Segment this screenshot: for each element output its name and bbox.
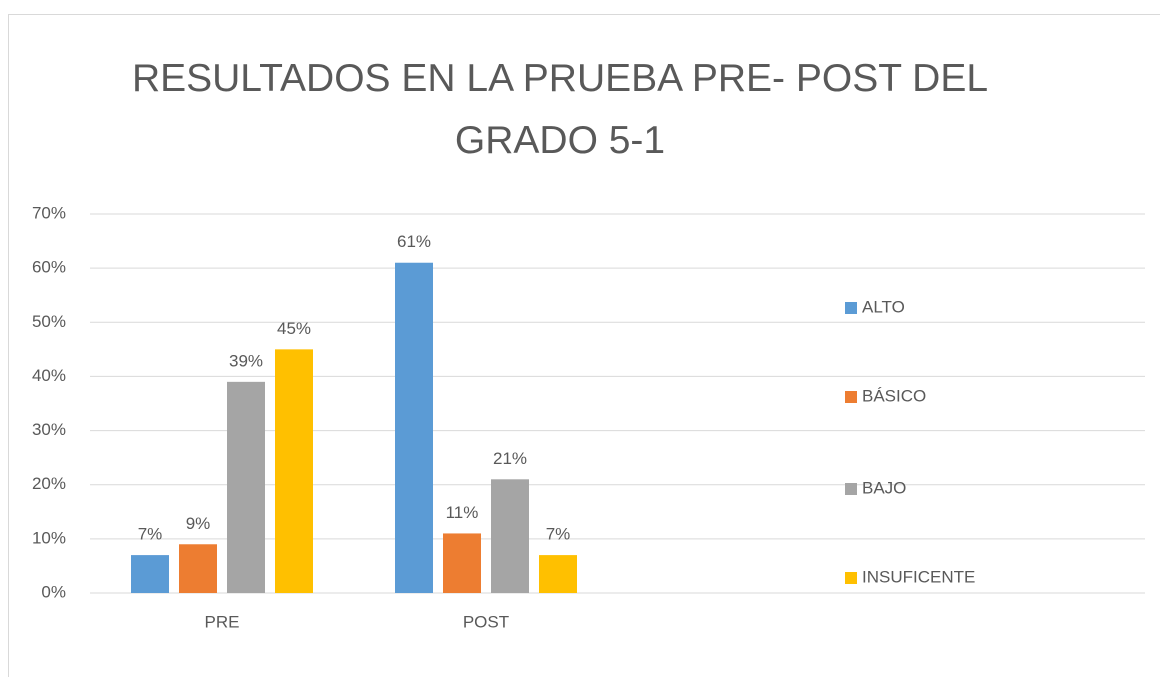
y-tick-label: 40%: [32, 366, 66, 385]
value-label: 11%: [446, 503, 479, 522]
value-label: 45%: [277, 319, 311, 338]
y-tick-label: 70%: [32, 203, 66, 222]
legend-label: ALTO: [862, 297, 905, 316]
legend-swatch: [845, 302, 857, 314]
y-tick-label: 10%: [32, 528, 66, 547]
legend-label: BÁSICO: [862, 386, 926, 405]
y-tick-label: 20%: [32, 474, 66, 493]
value-label: 21%: [493, 449, 527, 468]
legend-label: INSUFICENTE: [862, 567, 975, 586]
bar: [491, 479, 529, 593]
legend-swatch: [845, 391, 857, 403]
y-tick-label: 0%: [41, 582, 66, 601]
legend-swatch: [845, 483, 857, 495]
bar: [227, 381, 265, 593]
chart-title: RESULTADOS EN LA PRUEBA PRE- POST DEL GR…: [131, 57, 989, 162]
value-label: 9%: [186, 514, 211, 533]
bar: [395, 262, 433, 593]
bar: [275, 349, 313, 593]
y-tick-label: 30%: [32, 420, 66, 439]
value-label: 7%: [546, 525, 571, 544]
legend-label: BAJO: [862, 478, 906, 497]
legend-swatch: [845, 572, 857, 584]
y-tick-label: 60%: [32, 258, 66, 277]
x-tick-label: POST: [463, 612, 509, 631]
value-label: 61%: [397, 232, 431, 251]
value-label: 39%: [229, 351, 263, 370]
x-tick-label: PRE: [205, 612, 240, 631]
bar: [539, 555, 577, 593]
bar: [443, 533, 481, 593]
bar: [131, 555, 169, 593]
chart-frame: [8, 14, 1160, 677]
bar: [179, 544, 217, 593]
value-label: 7%: [138, 525, 163, 544]
y-tick-label: 50%: [32, 312, 66, 331]
